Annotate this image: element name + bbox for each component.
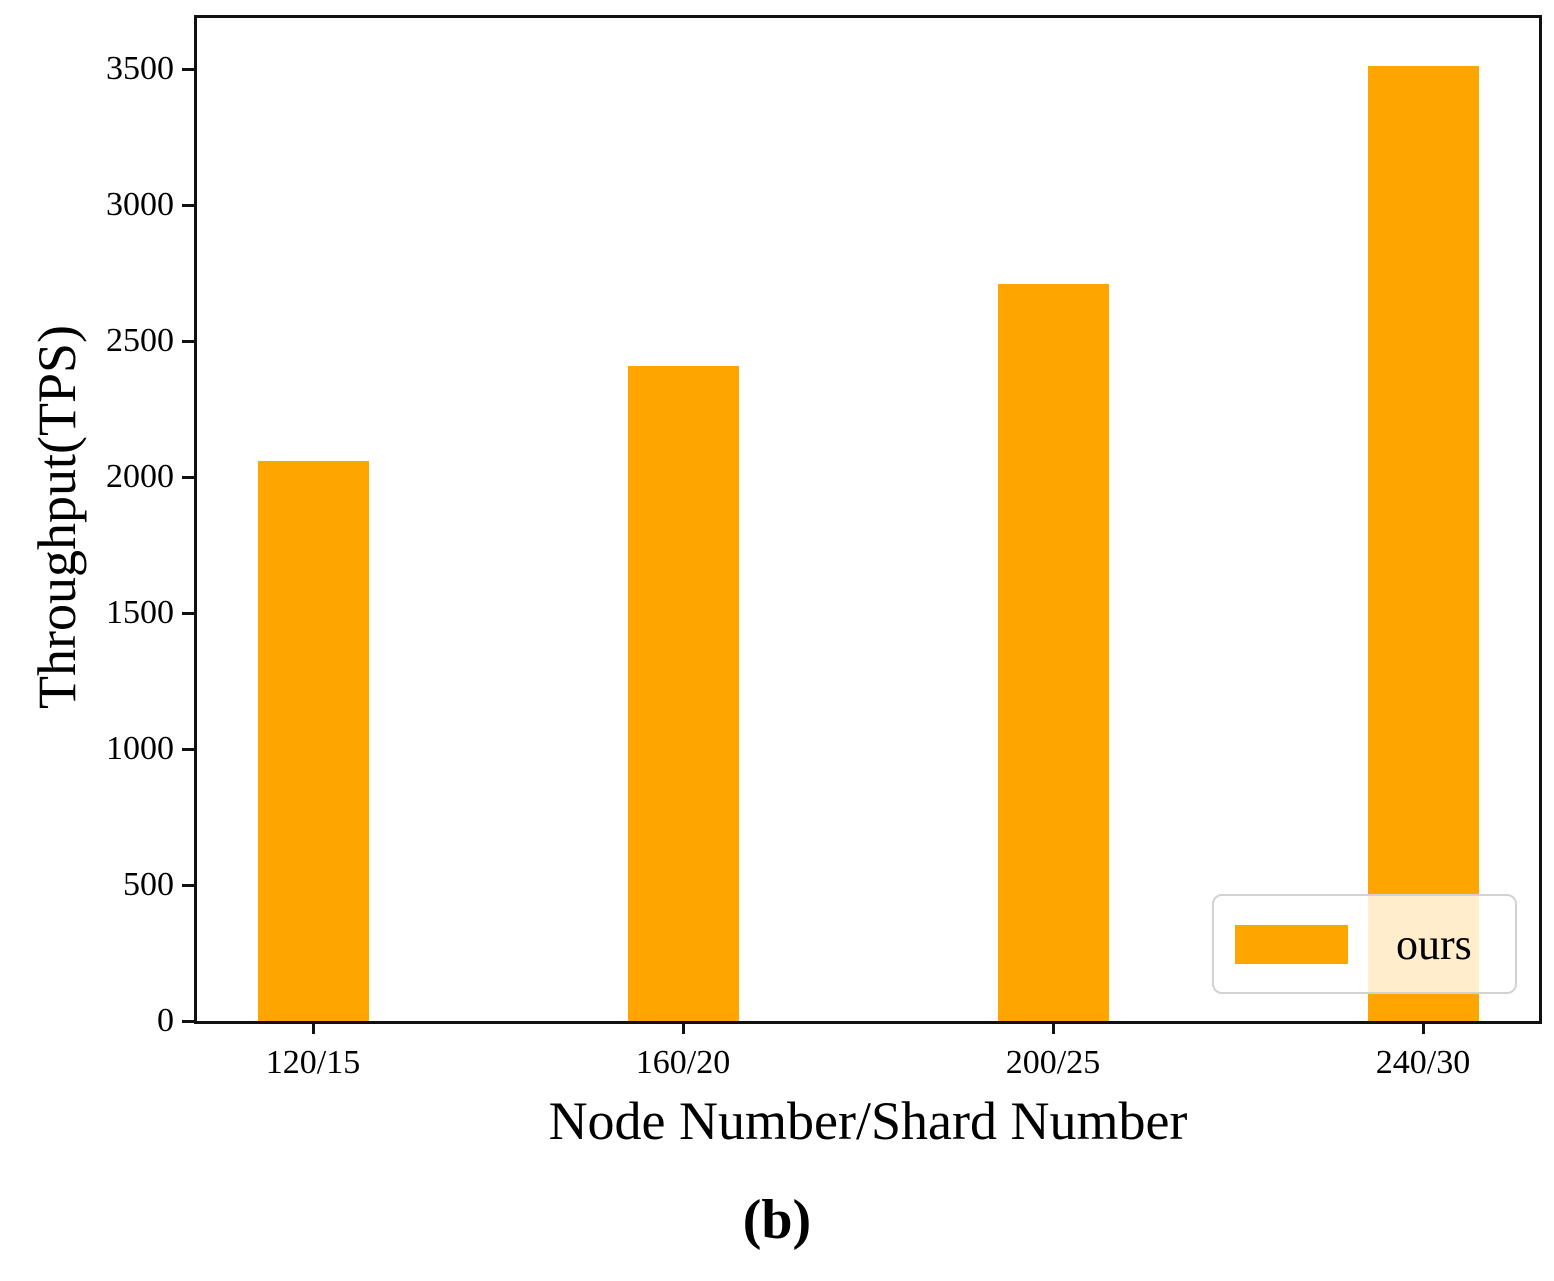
y-tick-label: 1500: [106, 594, 174, 632]
y-tick-label: 1000: [106, 730, 174, 768]
y-tick-mark: [182, 67, 194, 71]
y-tick-mark: [182, 883, 194, 887]
y-tick-mark: [182, 475, 194, 479]
y-tick-label: 2500: [106, 322, 174, 360]
x-tick-mark: [1051, 1024, 1055, 1034]
x-axis-title: Node Number/Shard Number: [548, 1091, 1188, 1151]
legend-label-ours: ours: [1396, 919, 1472, 969]
plot-area: ours: [194, 15, 1542, 1024]
x-tick-label: 240/30: [1375, 1044, 1471, 1081]
legend-swatch-ours: [1235, 924, 1348, 964]
y-tick-label: 3000: [106, 186, 174, 224]
x-tick-mark: [681, 1024, 685, 1034]
legend: ours: [1212, 894, 1517, 994]
y-tick-mark: [182, 747, 194, 751]
y-tick-label: 3500: [106, 50, 174, 88]
bar: [997, 283, 1109, 1021]
bar: [257, 460, 369, 1021]
x-tick-mark: [1421, 1024, 1425, 1034]
x-tick-label: 200/25: [1005, 1044, 1101, 1081]
x-tick-label: 160/20: [635, 1044, 731, 1081]
y-tick-label: 500: [123, 866, 174, 904]
y-tick-label: 2000: [106, 458, 174, 496]
bar: [627, 365, 739, 1021]
x-tick-label: 120/15: [265, 1044, 361, 1081]
y-tick-mark: [182, 203, 194, 207]
bar: [1367, 66, 1479, 1021]
figure-caption: (b): [742, 1189, 812, 1251]
y-tick-label: 0: [157, 1002, 174, 1039]
x-tick-mark: [311, 1024, 315, 1034]
y-tick-mark: [182, 339, 194, 343]
y-tick-mark: [182, 1019, 194, 1023]
y-tick-mark: [182, 611, 194, 615]
y-axis-title: Throughput(TPS): [27, 325, 87, 709]
